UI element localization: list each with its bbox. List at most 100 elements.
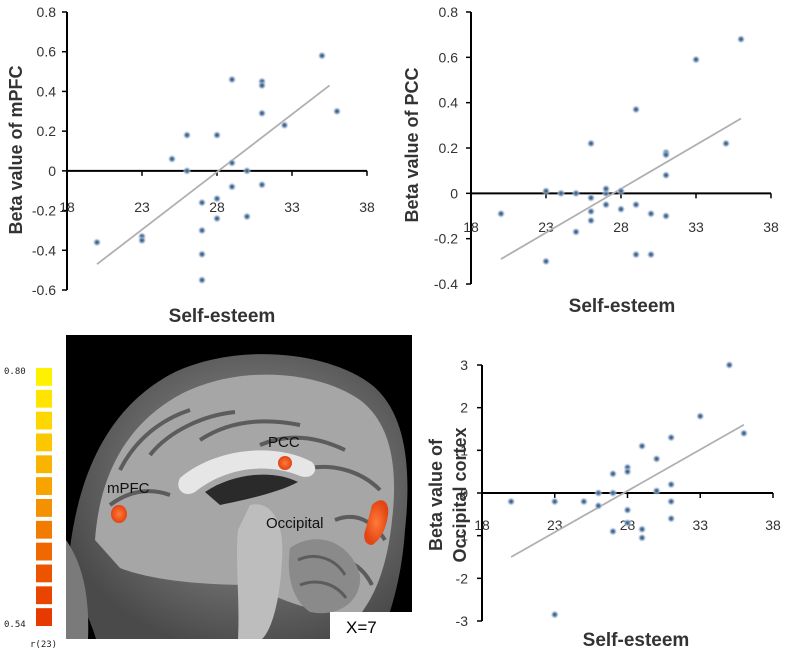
mri-slice-image [66, 335, 412, 639]
colorbar [36, 368, 52, 626]
x-tick-label-mpfc: 23 [134, 199, 150, 215]
colorbar-swatch [36, 389, 52, 408]
data-point-pcc [646, 209, 656, 218]
data-point-pcc [631, 200, 641, 209]
data-point-mpfc [197, 250, 207, 259]
data-point-occipital [594, 488, 603, 498]
colorbar-min-label: 0.54 [4, 620, 26, 630]
y-axis-label-occipital-line2: Occipital cortex [450, 427, 470, 562]
colorbar-swatch [36, 586, 52, 605]
data-point-occipital [637, 533, 647, 542]
y-tick-label-pcc: -0.4 [434, 276, 458, 292]
y-tick-label-pcc: 0 [450, 185, 458, 201]
data-point-occipital [696, 412, 705, 421]
data-point-occipital [666, 433, 676, 442]
data-point-mpfc [242, 212, 252, 221]
x-tick-label-mpfc: 18 [59, 199, 75, 215]
scatter-panel-mpfc: -0.6 -0.4 -0.2 0 0.2 0.4 0.6 0.8 18 23 28 33 38 Beta… [6, 4, 375, 327]
data-point-pcc [601, 200, 611, 209]
data-point-occipital [652, 454, 661, 464]
data-point-mpfc [280, 120, 289, 130]
colorbar-swatch [36, 368, 52, 386]
data-point-pcc [616, 205, 626, 214]
brain-label-pcc: PCC [268, 434, 300, 451]
data-point-pcc [736, 35, 746, 44]
y-tick-label-mpfc: -0.6 [32, 282, 56, 298]
data-point-mpfc [227, 75, 237, 84]
mpfc-activation-blob [111, 505, 127, 523]
pcc-activation-blob [278, 456, 292, 470]
y-tick-label-occipital: 3 [460, 357, 468, 373]
x-tick-label-mpfc: 28 [209, 199, 225, 215]
x-tick-label-occipital: 33 [692, 517, 708, 533]
data-point-occipital [637, 441, 647, 451]
y-axis-label-occipital-line1: Beta value of [426, 438, 446, 551]
data-point-mpfc [92, 238, 102, 247]
data-point-occipital [623, 467, 632, 476]
colorbar-swatch [36, 608, 52, 626]
data-point-pcc [631, 250, 641, 259]
data-point-occipital [623, 518, 632, 528]
x-axis-label-mpfc: Self-esteem [169, 306, 276, 327]
x-tick-label-mpfc: 33 [284, 199, 300, 215]
data-point-occipital [550, 610, 559, 619]
colorbar-swatch [36, 411, 52, 430]
data-point-mpfc [182, 130, 192, 140]
data-point-pcc [691, 55, 701, 64]
data-point-pcc [571, 227, 581, 237]
x-axis-label-pcc: Self-esteem [569, 296, 676, 317]
x-tick-label-pcc: 28 [613, 219, 629, 235]
data-point-occipital [652, 486, 661, 496]
x-tick-label-pcc: 18 [463, 219, 479, 235]
data-point-pcc [586, 193, 596, 203]
colorbar-swatch [36, 499, 52, 517]
data-point-pcc [631, 105, 641, 114]
data-point-occipital [666, 497, 676, 506]
data-point-mpfc [257, 180, 267, 189]
data-point-pcc [601, 184, 611, 193]
data-point-occipital [666, 480, 676, 489]
data-point-pcc [556, 189, 566, 198]
data-point-mpfc [212, 194, 222, 203]
data-point-occipital [579, 497, 589, 506]
data-point-mpfc [197, 226, 207, 235]
y-tick-label-pcc: 0.2 [439, 140, 459, 156]
y-tick-label-mpfc: 0.2 [37, 123, 57, 139]
colorbar-swatch [36, 542, 52, 561]
data-point-occipital [666, 514, 676, 523]
colorbar-swatch [36, 455, 52, 474]
data-point-mpfc [182, 166, 192, 176]
x-tick-label-mpfc: 38 [359, 199, 375, 215]
data-point-pcc [721, 139, 731, 148]
data-point-pcc [571, 189, 581, 198]
data-point-mpfc [257, 109, 267, 118]
x-tick-label-occipital: 38 [765, 517, 781, 533]
y-tick-label-occipital: -3 [456, 613, 469, 629]
scatter-panel-pcc: -0.4-0.200.20.40.60.818 23 28 33 38 Beta val… [402, 4, 779, 317]
colorbar-swatch [36, 477, 52, 495]
y-axis-label-pcc: Beta value of PCC [402, 67, 422, 222]
data-point-occipital [506, 497, 516, 506]
trend-line-occipital [510, 423, 745, 558]
data-point-occipital [637, 525, 647, 534]
y-tick-label-mpfc: -0.4 [32, 242, 56, 258]
y-tick-label-occipital: 1 [460, 442, 468, 458]
data-point-mpfc [212, 214, 222, 223]
brain-label-occipital: Occipital [266, 515, 324, 532]
y-tick-label-mpfc: 0 [48, 163, 56, 179]
y-tick-label-mpfc: -0.2 [32, 203, 56, 219]
y-tick-label-pcc: 0.6 [439, 49, 459, 65]
data-point-mpfc [332, 107, 342, 116]
data-point-occipital [623, 505, 632, 515]
slice-label: X=7 [346, 618, 377, 637]
data-point-mpfc [257, 81, 267, 90]
occipital-activation-blob [364, 500, 389, 545]
data-point-mpfc [227, 158, 237, 168]
x-tick-label-occipital: 23 [547, 517, 563, 533]
data-point-pcc [586, 216, 596, 225]
data-point-mpfc [227, 182, 237, 191]
data-point-pcc [541, 257, 551, 266]
data-point-pcc [661, 171, 671, 180]
colorbar-swatch [36, 564, 52, 583]
